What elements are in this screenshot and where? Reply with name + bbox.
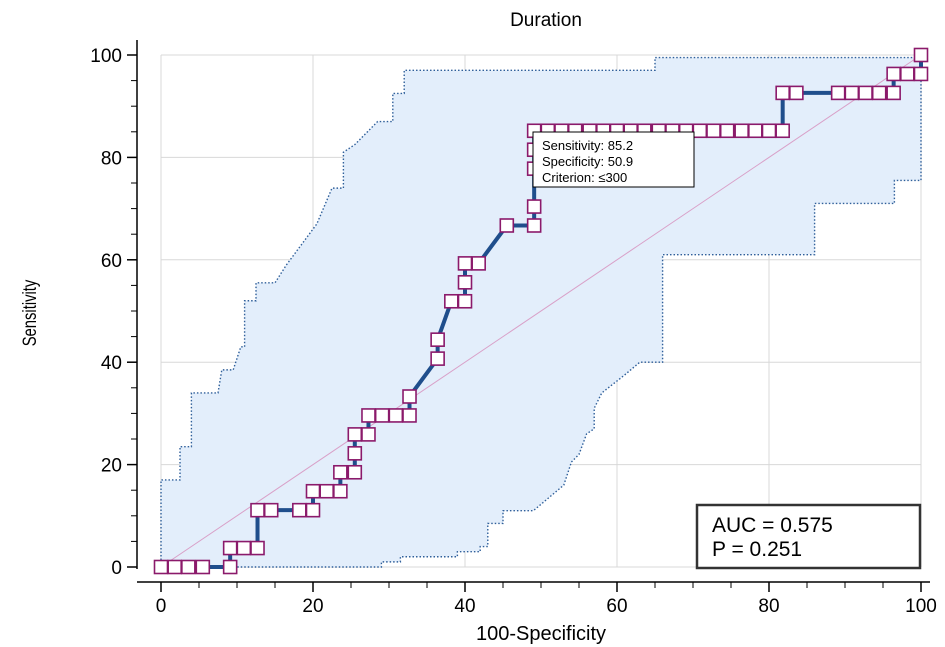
y-tick-label: 80 [101,148,122,169]
x-tick-label: 20 [302,596,323,617]
roc-point-marker [195,559,211,575]
x-tick-label: 40 [454,596,475,617]
roc-point-marker [444,293,459,309]
p-value: P = 0.251 [712,538,802,561]
roc-point-marker [305,483,321,499]
roc-point-marker [871,85,887,101]
roc-point-marker [167,559,182,575]
roc-point-marker [789,85,804,101]
chart-title: Duration [510,10,582,31]
x-tick-label: 60 [606,596,627,617]
roc-point-marker [250,502,265,518]
auc-value: AUC = 0.575 [712,514,833,537]
roc-point-marker [347,464,363,480]
roc-point-marker [457,275,473,290]
roc-point-marker [153,559,169,575]
roc-point-marker [719,123,735,139]
axes [136,40,930,583]
y-tick-label: 100 [90,46,122,67]
roc-point-marker [361,427,376,442]
roc-point-marker [706,123,721,139]
y-tick-label: 20 [101,456,122,477]
y-axis-ticks: 0 20 40 60 80 100 [90,46,137,579]
roc-point-marker [181,559,196,575]
roc-point-marker [775,123,790,139]
roc-point-marker [402,408,417,423]
diagonal-reference-line [160,54,922,568]
roc-point-marker [250,540,265,556]
roc-point-marker [526,199,542,214]
roc-point-marker [775,85,790,101]
roc-point-marker [692,123,708,139]
roc-point-marker [457,293,473,309]
roc-point-marker [388,408,404,423]
roc-point-marker [830,85,846,101]
roc-point-marker [761,123,777,139]
roc-point-marker [844,85,860,101]
roc-point-marker [319,483,334,499]
x-tick-label: 100 [905,596,937,617]
roc-point-marker [526,218,542,233]
roc-point-marker [292,502,307,518]
roc-point-marker [499,218,515,233]
y-tick-label: 60 [101,251,122,272]
roc-point-marker [361,408,376,423]
y-axis-label: Sensitivity [19,279,40,346]
roc-point-marker [222,540,238,556]
roc-point-marker [734,123,749,139]
roc-markers [153,47,929,575]
stats-box-border [695,503,922,570]
tooltip-criterion: Criterion: ≤300 [542,170,627,185]
roc-point-marker [222,559,238,575]
tooltip-box [532,131,695,188]
roc-point-marker [263,502,279,518]
roc-point-marker [347,427,363,442]
y-tick-label: 0 [111,558,122,579]
roc-point-marker [430,351,445,366]
x-axis-label: 100-Specificity [476,623,606,645]
roc-point-marker [748,123,763,139]
roc-point-marker [886,66,901,82]
roc-point-marker [457,256,473,271]
x-tick-label: 80 [758,596,779,617]
roc-point-marker [471,256,486,271]
roc-point-marker [913,47,929,63]
criterion-tooltip: Sensitivity: 85.2 Specificity: 50.9 Crit… [532,131,695,188]
roc-point-marker [402,389,417,404]
roc-point-marker [305,502,321,518]
roc-point-marker [333,464,348,480]
auc-stats-box: AUC = 0.575 P = 0.251 [695,503,922,570]
roc-point-marker [900,66,915,82]
roc-point-marker [374,408,390,423]
roc-point-marker [236,540,252,556]
roc-point-marker [347,446,363,461]
x-axis-ticks: 0 20 40 60 80 100 [156,582,937,617]
x-tick-label: 0 [156,596,167,617]
roc-point-marker [430,332,445,347]
y-tick-label: 40 [101,353,122,374]
tooltip-sensitivity: Sensitivity: 85.2 [542,138,633,153]
roc-point-marker [913,66,929,82]
roc-point-marker [858,85,873,101]
roc-point-marker [333,483,348,499]
tooltip-specificity: Specificity: 50.9 [542,154,633,169]
roc-point-marker [886,85,901,101]
